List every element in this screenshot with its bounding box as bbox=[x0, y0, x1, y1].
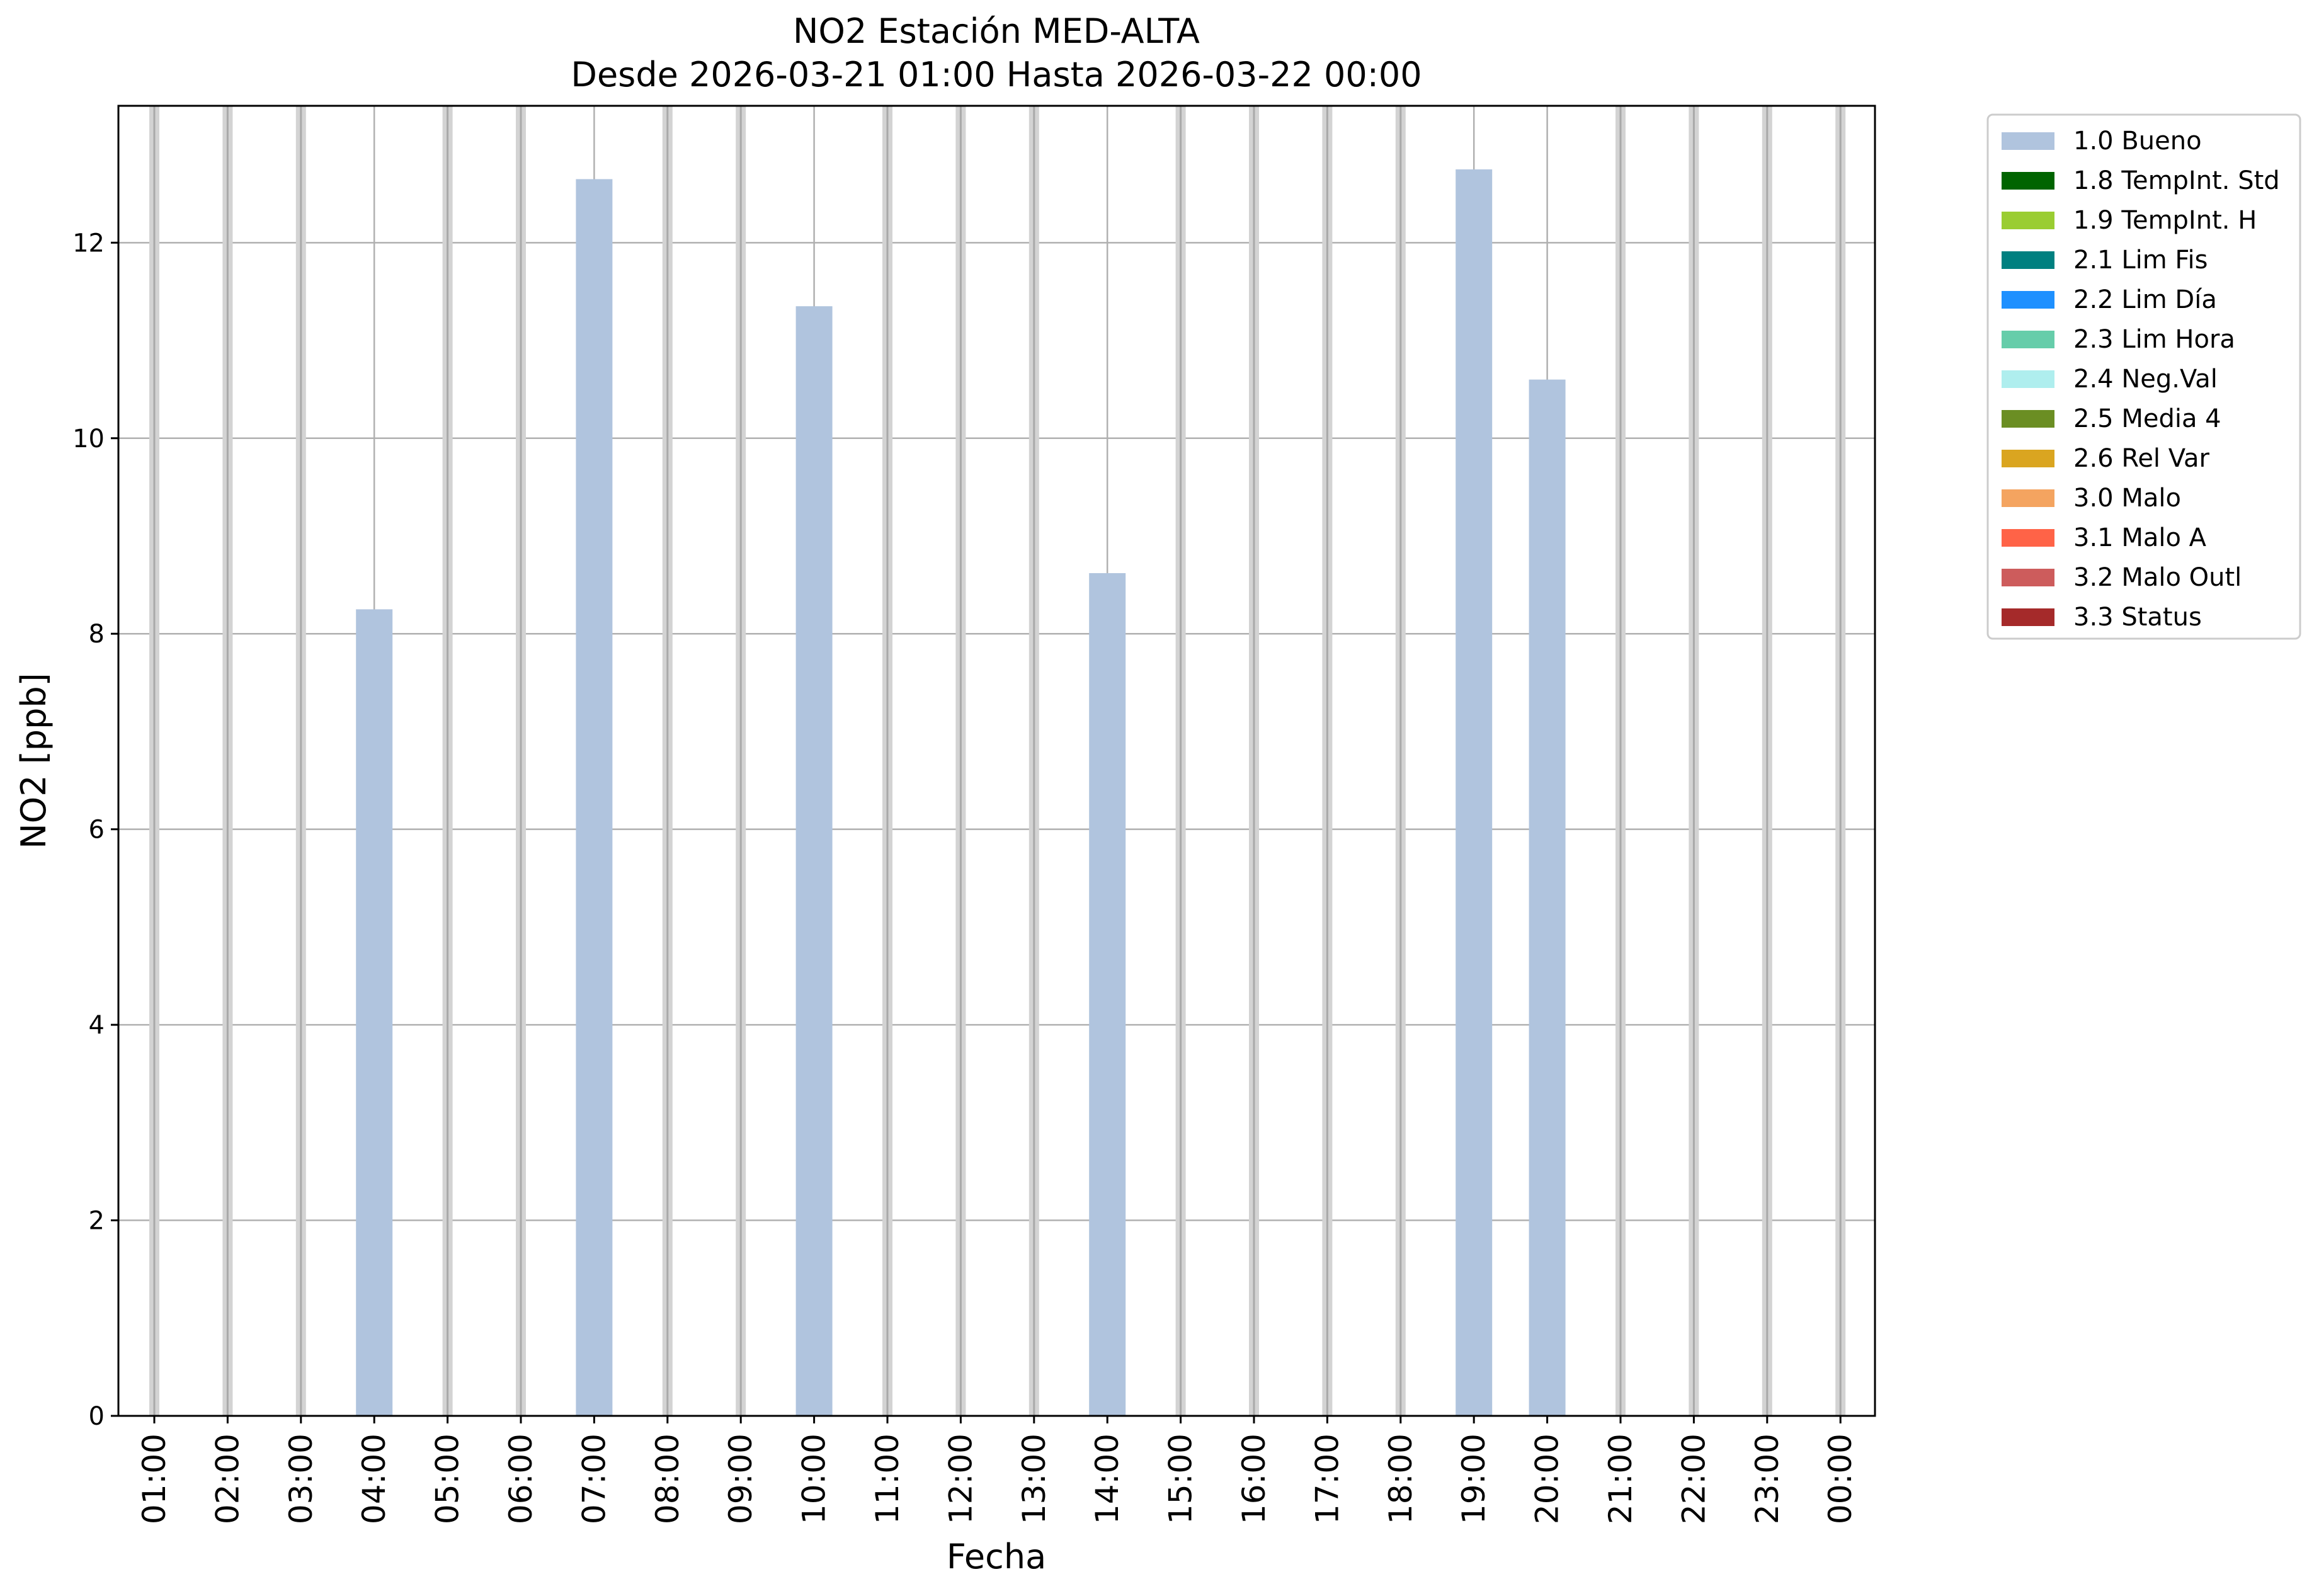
bar-1000 bbox=[795, 306, 833, 1416]
legend-swatch bbox=[2002, 212, 2054, 229]
bar-1900 bbox=[1456, 169, 1493, 1416]
x-tick-label: 09:00 bbox=[722, 1434, 759, 1524]
legend-label: 1.9 TempInt. H bbox=[2073, 206, 2257, 235]
legend-swatch bbox=[2002, 251, 2054, 269]
legend-label: 1.8 TempInt. Std bbox=[2073, 166, 2280, 195]
legend-swatch bbox=[2002, 370, 2054, 388]
bar-0400 bbox=[356, 609, 393, 1416]
x-tick-label: 12:00 bbox=[942, 1434, 979, 1524]
y-tick-label: 6 bbox=[89, 816, 105, 845]
legend-swatch bbox=[2002, 331, 2054, 348]
legend-swatch bbox=[2002, 291, 2054, 309]
x-tick-label: 10:00 bbox=[796, 1434, 833, 1524]
y-tick-label: 4 bbox=[89, 1011, 105, 1040]
x-tick-label: 11:00 bbox=[869, 1434, 906, 1524]
legend-label: 3.3 Status bbox=[2073, 603, 2202, 632]
y-tick-label: 10 bbox=[72, 425, 105, 453]
legend-swatch bbox=[2002, 529, 2054, 547]
x-tick-label: 18:00 bbox=[1382, 1434, 1419, 1524]
legend-label: 2.5 Media 4 bbox=[2073, 404, 2221, 433]
x-tick-label: 00:00 bbox=[1822, 1434, 1859, 1524]
bar-0700 bbox=[576, 179, 613, 1416]
x-tick-label: 13:00 bbox=[1016, 1434, 1052, 1524]
bar-1400 bbox=[1089, 573, 1126, 1416]
legend-swatch bbox=[2002, 489, 2054, 507]
legend-items: 1.0 Bueno 1.8 TempInt. Std 1.9 TempInt. H 2… bbox=[2002, 127, 2280, 632]
legend-label: 2.6 Rel Var bbox=[2073, 444, 2210, 473]
x-axis-ticks: 01:00 02:00 03:00 04:00 05:00 06:00 07:00 08:00… bbox=[136, 1416, 1859, 1524]
legend-label: 2.1 Lim Fis bbox=[2073, 246, 2208, 275]
legend-label: 2.4 Neg.Val bbox=[2073, 365, 2218, 394]
legend-label: 1.0 Bueno bbox=[2073, 127, 2202, 156]
x-tick-label: 22:00 bbox=[1675, 1434, 1712, 1524]
x-tick-label: 17:00 bbox=[1309, 1434, 1345, 1524]
chart-title: NO2 Estación MED-ALTA bbox=[793, 11, 1200, 51]
x-tick-label: 16:00 bbox=[1236, 1434, 1272, 1524]
x-tick-label: 21:00 bbox=[1602, 1434, 1639, 1524]
x-tick-label: 01:00 bbox=[136, 1434, 173, 1524]
y-tick-label: 0 bbox=[89, 1402, 105, 1431]
x-tick-label: 02:00 bbox=[209, 1434, 246, 1524]
legend-frame bbox=[1986, 113, 2301, 640]
legend-swatch bbox=[2002, 450, 2054, 467]
x-tick-label: 08:00 bbox=[649, 1434, 686, 1524]
legend-label: 3.0 Malo bbox=[2073, 484, 2181, 513]
legend-swatch bbox=[2002, 569, 2054, 586]
chart-subtitle: Desde 2026-03-21 01:00 Hasta 2026-03-22 … bbox=[571, 55, 1422, 94]
x-axis-label: Fecha bbox=[947, 1537, 1046, 1576]
x-tick-label: 20:00 bbox=[1529, 1434, 1566, 1524]
legend-label: 3.1 Malo A bbox=[2073, 523, 2207, 552]
y-tick-label: 12 bbox=[72, 229, 105, 258]
x-tick-label: 19:00 bbox=[1456, 1434, 1492, 1524]
plot-area-frame bbox=[117, 105, 1876, 1417]
y-tick-label: 8 bbox=[89, 620, 105, 649]
bar-2000 bbox=[1529, 379, 1566, 1416]
x-tick-label: 14:00 bbox=[1089, 1434, 1125, 1524]
y-tick-label: 2 bbox=[89, 1207, 105, 1236]
legend-label: 2.2 Lim Día bbox=[2073, 285, 2217, 314]
x-tick-label: 05:00 bbox=[430, 1434, 466, 1524]
x-tick-label: 15:00 bbox=[1163, 1434, 1199, 1524]
legend-label: 2.3 Lim Hora bbox=[2073, 325, 2235, 354]
x-tick-label: 23:00 bbox=[1749, 1434, 1786, 1524]
y-axis-label: NO2 [ppb] bbox=[14, 673, 54, 848]
x-tick-label: 03:00 bbox=[283, 1434, 319, 1524]
x-tick-label: 07:00 bbox=[576, 1434, 612, 1524]
x-tick-label: 04:00 bbox=[356, 1434, 392, 1524]
legend-swatch bbox=[2002, 132, 2054, 150]
legend-swatch bbox=[2002, 410, 2054, 428]
bars bbox=[149, 106, 1846, 1416]
x-tick-label: 06:00 bbox=[503, 1434, 539, 1524]
y-axis-ticks: 0 2 4 6 8 10 12 bbox=[72, 229, 118, 1431]
legend: 1.0 Bueno 1.8 TempInt. Std 1.9 TempInt. H 2… bbox=[1986, 113, 2301, 640]
legend-swatch bbox=[2002, 608, 2054, 626]
legend-swatch bbox=[2002, 172, 2054, 190]
legend-label: 3.2 Malo Outl bbox=[2073, 563, 2242, 592]
